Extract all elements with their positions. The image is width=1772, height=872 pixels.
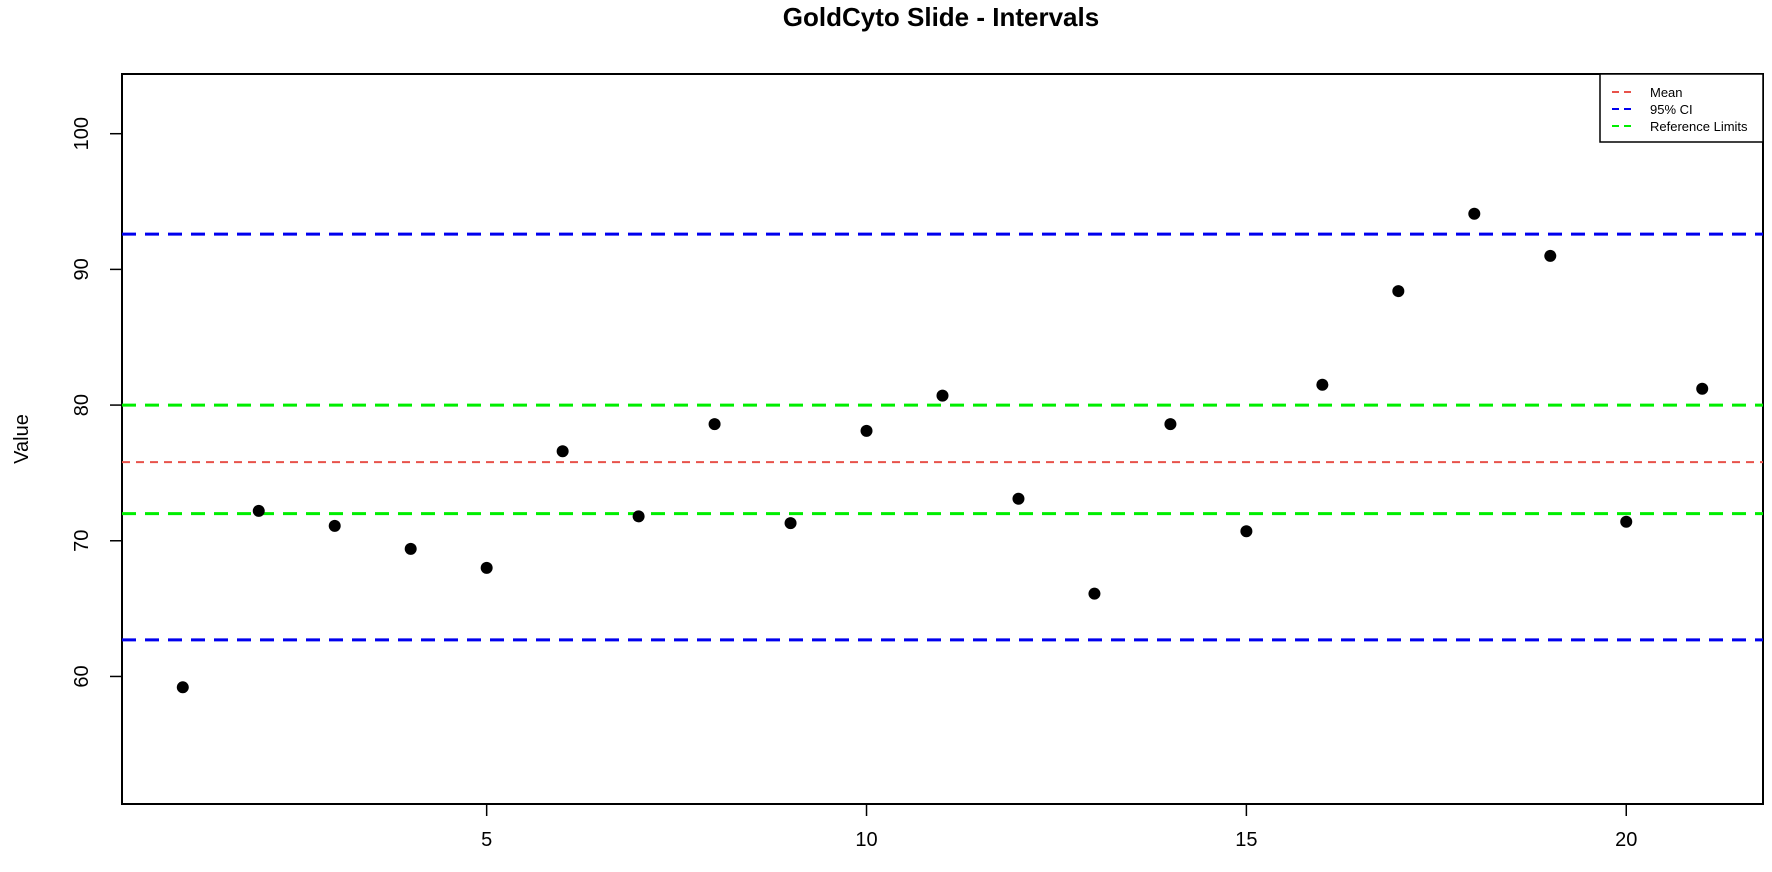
data-point xyxy=(404,542,417,555)
data-point xyxy=(708,418,721,431)
x-tick-label: 15 xyxy=(1235,829,1257,851)
legend-label: 95% CI xyxy=(1650,102,1693,117)
chart-title: GoldCyto Slide - Intervals xyxy=(783,2,1099,32)
data-point xyxy=(1392,285,1405,298)
x-axis: 5 10 15 20 xyxy=(481,804,1637,851)
data-point xyxy=(1088,587,1101,600)
data-point xyxy=(176,681,189,694)
data-point xyxy=(1316,378,1329,391)
x-tick-label: 10 xyxy=(855,829,877,851)
y-tick-label: 70 xyxy=(71,530,93,552)
x-tick-label: 5 xyxy=(481,829,492,851)
y-axis: 60 70 80 90 100 xyxy=(71,117,122,688)
data-point xyxy=(328,519,341,532)
reference-lines xyxy=(122,232,1763,642)
data-point xyxy=(1620,515,1633,528)
data-point xyxy=(556,445,569,458)
data-point xyxy=(1164,418,1177,431)
data-point xyxy=(252,504,265,517)
legend-label: Reference Limits xyxy=(1650,119,1748,134)
x-tick-label: 20 xyxy=(1615,829,1637,851)
legend: Mean 95% CI Reference Limits xyxy=(1599,73,1764,143)
data-point xyxy=(1544,249,1557,262)
y-tick-label: 60 xyxy=(71,665,93,687)
data-points xyxy=(176,207,1709,694)
data-point xyxy=(936,389,949,402)
data-point xyxy=(860,424,873,437)
y-tick-label: 100 xyxy=(71,117,93,150)
data-point xyxy=(1696,382,1709,395)
y-tick-label: 90 xyxy=(71,258,93,280)
data-point xyxy=(1012,492,1025,505)
data-point xyxy=(1468,207,1481,220)
y-axis-label: Value xyxy=(11,414,33,464)
y-tick-label: 80 xyxy=(71,394,93,416)
data-point xyxy=(632,510,645,523)
plot-area-frame xyxy=(121,73,1764,805)
data-point xyxy=(784,517,797,530)
data-point xyxy=(1240,525,1253,538)
data-point xyxy=(480,561,493,574)
legend-label: Mean xyxy=(1650,85,1683,100)
